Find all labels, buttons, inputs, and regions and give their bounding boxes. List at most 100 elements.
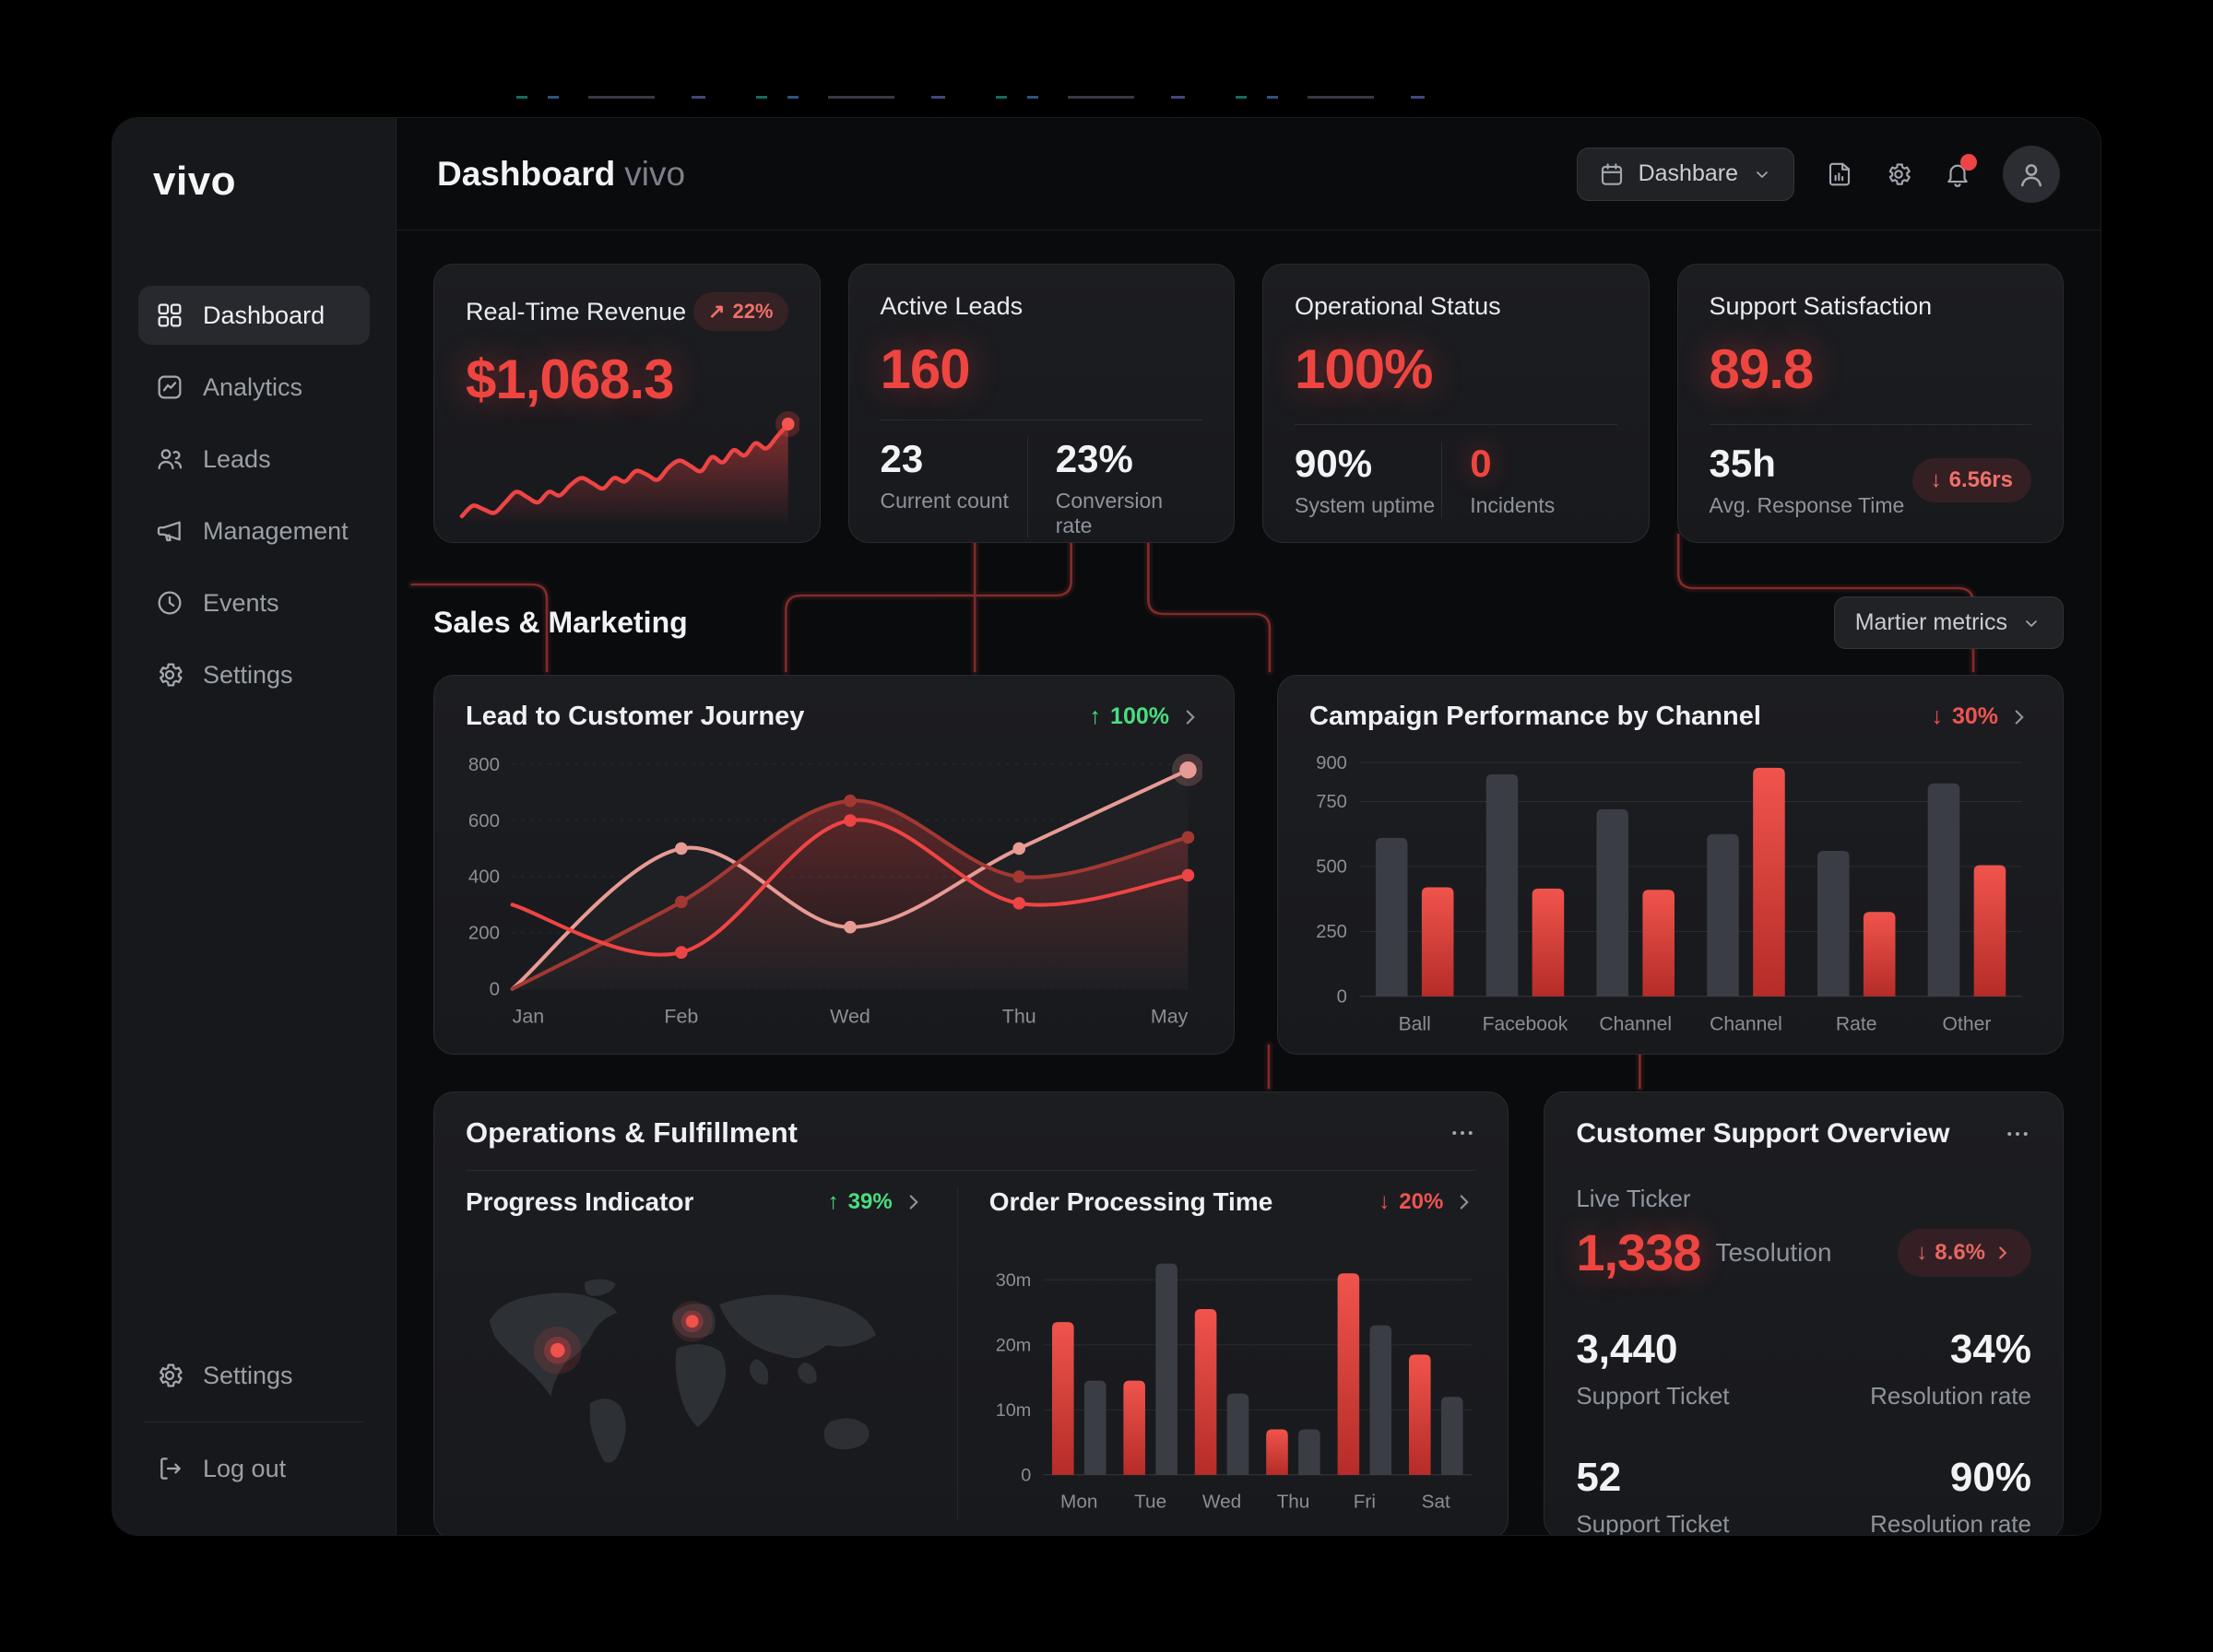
sidebar-footer: Settings Log out — [138, 1346, 370, 1498]
progress-indicator-panel: Progress Indicator ↑ 39% — [466, 1187, 926, 1520]
svg-text:Thu: Thu — [1276, 1492, 1309, 1513]
kpi-card-support-satisfaction: Support Satisfaction 89.8 35h Avg. Respo… — [1676, 264, 2064, 543]
kpi-value: 160 — [880, 338, 971, 400]
grid-icon — [158, 303, 182, 327]
campaign-delta-link[interactable]: ↓ 30% — [1931, 703, 2031, 730]
support-stat: 90% Resolution rate — [1870, 1455, 2031, 1535]
svg-text:200: 200 — [468, 923, 500, 944]
sales-section-header: Sales & Marketing Martier metrics — [433, 596, 2064, 649]
support-menu-button[interactable] — [2004, 1120, 2031, 1148]
kpi-title: Real-Time Revenue — [466, 297, 687, 325]
journey-delta-link[interactable]: ↑ 100% — [1090, 703, 1202, 730]
sidebar-footer-settings[interactable]: Settings — [138, 1346, 370, 1405]
sidebar-item-settings[interactable]: Settings — [138, 645, 370, 704]
main-area: Dashboard vivo Dashbare — [396, 118, 2101, 1535]
render-artifact-strip — [516, 96, 1475, 99]
sidebar-item-leads[interactable]: Leads — [138, 430, 370, 489]
divider — [466, 1170, 1477, 1171]
live-ticker-suffix: Tesolution — [1715, 1237, 1832, 1267]
svg-text:0: 0 — [490, 979, 500, 1000]
sidebar-item-events[interactable]: Events — [138, 573, 370, 632]
sidebar-item-analytics[interactable]: Analytics — [138, 358, 370, 417]
user-avatar[interactable] — [2003, 145, 2060, 203]
svg-text:Other: Other — [1943, 1013, 1992, 1034]
gear-icon — [1888, 162, 1911, 185]
dashboard-range-picker[interactable]: Dashbare — [1576, 147, 1794, 201]
sidebar-item-label: Management — [203, 516, 349, 545]
sidebar-item-dashboard[interactable]: Dashboard — [138, 286, 370, 345]
map-marker-america — [533, 1326, 582, 1375]
arrow-up-right-icon: ↗ — [708, 300, 726, 323]
live-delta-link[interactable]: ↓ 8.6% — [1898, 1228, 2031, 1277]
chart-title: Lead to Customer Journey — [466, 702, 805, 731]
divider — [956, 1187, 958, 1520]
panel-title: Order Processing Time — [988, 1187, 1273, 1216]
campaign-bar-chart: 0 250 500 750 900 Ball Facebook Channel Channel R… — [1309, 745, 2031, 1037]
chart-title: Campaign Performance by Channel — [1309, 702, 1761, 731]
chevron-right-icon — [1186, 709, 1195, 725]
arrow-down-icon: ↓ — [1930, 466, 1942, 492]
notifications-button[interactable] — [1944, 153, 1977, 188]
svg-text:0: 0 — [1337, 987, 1347, 1008]
calendar-icon — [1601, 162, 1622, 185]
ellipsis-icon — [2007, 1132, 2028, 1136]
svg-text:Ball: Ball — [1399, 1013, 1431, 1034]
top-header: Dashboard vivo Dashbare — [396, 118, 2101, 230]
gear-icon — [160, 663, 183, 687]
report-button[interactable] — [1826, 160, 1853, 188]
revenue-sparkline-chart — [455, 407, 801, 529]
chevron-right-icon — [2015, 709, 2024, 725]
clock-icon — [158, 591, 182, 615]
kpi-title: Support Satisfaction — [1709, 292, 1933, 320]
kpi-substat: 0 Incidents — [1441, 442, 1616, 518]
kpi-value: 89.8 — [1709, 338, 1815, 400]
sidebar-item-management[interactable]: Management — [138, 502, 370, 560]
kpi-value: 100% — [1295, 338, 1433, 400]
header-actions: Dashbare — [1576, 145, 2060, 203]
support-stat: 34% Resolution rate — [1870, 1327, 2031, 1410]
document-chart-icon — [1828, 162, 1851, 185]
metrics-picker[interactable]: Martier metrics — [1833, 596, 2064, 649]
journey-chart-card: Lead to Customer Journey ↑ 100% 0 200 400 6… — [433, 675, 1235, 1055]
progress-delta-link[interactable]: ↑ 39% — [828, 1189, 926, 1215]
svg-text:Wed: Wed — [1202, 1492, 1241, 1513]
arrow-down-icon: ↓ — [1379, 1189, 1391, 1214]
live-ticker-label: Live Ticker — [1576, 1185, 1691, 1212]
analytics-chart-icon — [158, 375, 182, 399]
svg-text:0: 0 — [1021, 1465, 1031, 1485]
settings-button[interactable] — [1885, 160, 1912, 188]
svg-text:400: 400 — [468, 867, 500, 888]
sidebar-item-label: Leads — [203, 444, 271, 473]
sidebar-logout[interactable]: Log out — [138, 1439, 370, 1498]
svg-text:Wed: Wed — [830, 1006, 870, 1028]
sidebar-item-label: Analytics — [203, 372, 303, 401]
sidebar: vivo Dashboard Analytics Leads Managemen… — [112, 118, 396, 1535]
range-picker-label: Dashbare — [1638, 160, 1738, 186]
notification-dot — [1960, 153, 1977, 171]
kpi-row: Real-Time Revenue ↗ 22% $1,068.3 Active L… — [433, 264, 2064, 543]
order-delta-link[interactable]: ↓ 20% — [1379, 1189, 1476, 1215]
map-marker-europe — [671, 1301, 713, 1342]
svg-text:750: 750 — [1316, 792, 1347, 812]
person-icon — [2020, 163, 2042, 186]
chevron-right-icon — [909, 1195, 918, 1210]
svg-text:Channel: Channel — [1710, 1013, 1782, 1034]
svg-text:10m: 10m — [995, 1400, 1031, 1421]
operations-menu-button[interactable] — [1449, 1119, 1476, 1147]
card-title: Operations & Fulfillment — [466, 1116, 798, 1149]
chevron-down-icon — [2026, 620, 2037, 627]
kpi-substat: 23% Conversion rate — [1026, 437, 1202, 538]
operations-card: Operations & Fulfillment Progress Indica… — [433, 1092, 1509, 1535]
svg-text:May: May — [1151, 1006, 1189, 1028]
sidebar-nav: Dashboard Analytics Leads Management Eve… — [138, 286, 370, 704]
support-stats-row: 52 Support Ticket 90% Resolution rate — [1576, 1449, 2031, 1535]
support-stats-row: 3,440 Support Ticket 34% Resolution rate — [1576, 1321, 2031, 1416]
arrow-down-icon: ↓ — [1916, 1239, 1928, 1265]
svg-text:Jan: Jan — [513, 1006, 545, 1028]
ellipsis-icon — [1452, 1131, 1473, 1135]
page-title: Dashboard vivo — [437, 155, 685, 194]
svg-text:20m: 20m — [995, 1335, 1031, 1355]
live-ticker-value: 1,338 — [1576, 1223, 1701, 1281]
bottom-row: Operations & Fulfillment Progress Indica… — [433, 1092, 2064, 1535]
